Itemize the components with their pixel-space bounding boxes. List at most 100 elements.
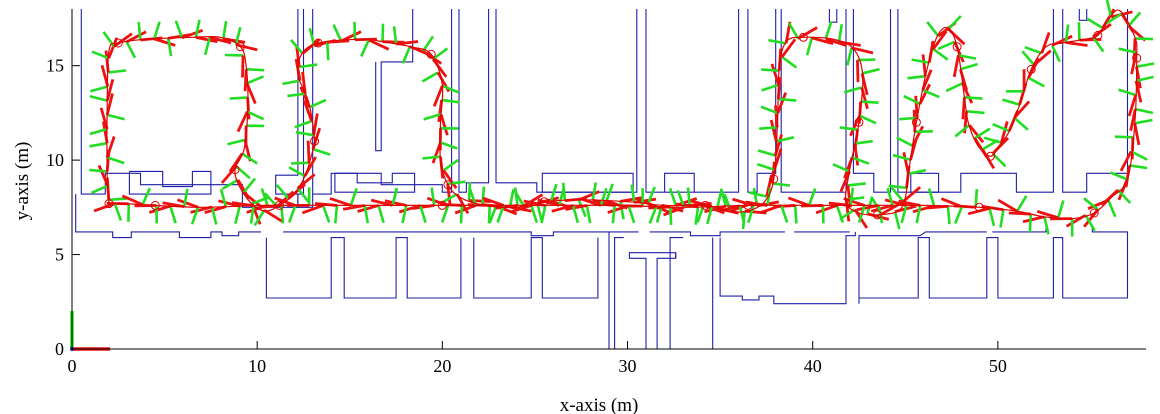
pose-x-marker: [396, 40, 419, 46]
pose-x-marker: [113, 32, 133, 48]
pose-y-marker: [846, 47, 853, 66]
keyframe-circle: [952, 42, 962, 52]
pose-x-marker: [121, 194, 144, 206]
pose-x-marker: [765, 174, 773, 197]
pose-y-marker: [392, 26, 398, 45]
pose-y-marker: [757, 149, 776, 157]
pose-x-marker: [242, 191, 262, 208]
pose-y-marker: [1016, 195, 1028, 212]
pose-x-marker: [148, 204, 171, 214]
pose-y-marker: [401, 46, 412, 64]
pose-x-marker: [902, 186, 922, 203]
pose-x-marker: [663, 205, 685, 217]
pose-x-marker: [770, 161, 776, 184]
y-axis-label: y-axis (m): [12, 142, 33, 221]
pose-x-marker: [825, 37, 848, 48]
pose-x-marker: [162, 201, 185, 209]
pose-y-marker: [334, 205, 339, 224]
keyframe-circle: [1132, 53, 1142, 63]
pose-y-marker: [91, 50, 110, 60]
pose-x-marker: [426, 196, 449, 207]
pose-x-marker: [853, 143, 860, 166]
pose-x-marker: [176, 198, 199, 209]
pose-y-marker: [686, 187, 691, 206]
keyframe-circle: [798, 32, 808, 42]
pose-y-marker: [282, 79, 301, 86]
pose-y-marker: [113, 203, 123, 221]
pose-y-marker: [246, 67, 265, 72]
pose-y-marker: [627, 205, 636, 224]
pose-y-marker: [260, 187, 269, 206]
pose-x-marker: [1133, 123, 1141, 146]
trajectory-path: [106, 9, 1138, 220]
pose-y-marker: [488, 205, 498, 224]
y-tick-label: 15: [46, 56, 64, 76]
pose-y-marker: [422, 155, 441, 160]
pose-x-marker: [551, 204, 574, 213]
pose-y-marker: [1083, 197, 1099, 211]
pose-x-marker: [769, 119, 778, 142]
pose-y-marker: [591, 182, 598, 201]
map-wall: [473, 237, 599, 299]
pose-y-marker: [440, 205, 450, 223]
pose-y-marker: [210, 206, 218, 225]
pose-x-marker: [209, 35, 232, 45]
pose-y-marker: [893, 211, 901, 230]
pose-y-marker: [89, 127, 108, 136]
pose-x-marker: [704, 204, 727, 214]
pose-y-marker: [190, 206, 200, 225]
pose-y-marker: [577, 199, 587, 218]
pose-y-marker: [835, 205, 845, 223]
pose-y-marker: [221, 178, 239, 191]
pose-y-marker: [694, 206, 700, 225]
pose-y-marker: [927, 188, 936, 207]
pose-y-marker: [888, 184, 907, 190]
pose-y-marker: [447, 180, 466, 186]
pose-x-marker: [228, 152, 244, 173]
pose-y-marker: [646, 186, 656, 205]
pose-y-marker: [946, 206, 951, 225]
pose-x-marker: [839, 170, 851, 193]
pose-y-marker: [947, 15, 962, 30]
pose-y-marker: [1135, 75, 1154, 83]
pose-y-marker: [441, 98, 460, 104]
pose-y-marker: [294, 119, 313, 129]
pose-y-marker: [1091, 36, 1105, 53]
pose-y-marker: [775, 136, 795, 143]
pose-y-marker: [854, 139, 873, 145]
pose-y-marker: [312, 147, 331, 156]
pose-y-marker: [219, 188, 228, 207]
origin-frame-marker: [70, 311, 110, 351]
pose-x-marker: [776, 92, 788, 114]
pose-y-marker: [760, 105, 779, 115]
map-wall: [614, 237, 624, 349]
x-tick-label: 50: [989, 356, 1007, 376]
pose-y-marker: [849, 187, 855, 206]
pose-x-marker: [125, 30, 147, 44]
pose-y-marker: [1064, 24, 1070, 43]
pose-y-marker: [1050, 44, 1061, 63]
pose-y-marker: [715, 190, 723, 209]
pose-y-marker: [263, 192, 278, 208]
pose-x-marker: [482, 196, 505, 207]
pose-x-marker: [454, 204, 477, 215]
pose-y-marker: [1134, 118, 1153, 125]
pose-y-marker: [166, 38, 173, 57]
pose-y-marker: [992, 122, 1010, 133]
pose-y-marker: [605, 183, 614, 202]
pose-y-marker: [391, 187, 399, 206]
pose-x-marker: [843, 197, 866, 207]
pose-x-marker: [218, 199, 241, 208]
pose-y-marker: [468, 188, 478, 206]
pose-x-marker: [509, 204, 532, 214]
pose-y-marker: [630, 184, 636, 203]
pose-y-marker: [530, 205, 539, 223]
pose-y-marker: [423, 112, 442, 121]
pose-x-marker: [241, 55, 245, 78]
pose-x-marker: [329, 197, 352, 207]
pose-y-marker: [1134, 107, 1154, 115]
keyframe-circle: [1089, 208, 1099, 218]
map-wall: [828, 9, 838, 23]
pose-y-marker: [229, 96, 248, 100]
pose-y-marker: [194, 19, 201, 38]
